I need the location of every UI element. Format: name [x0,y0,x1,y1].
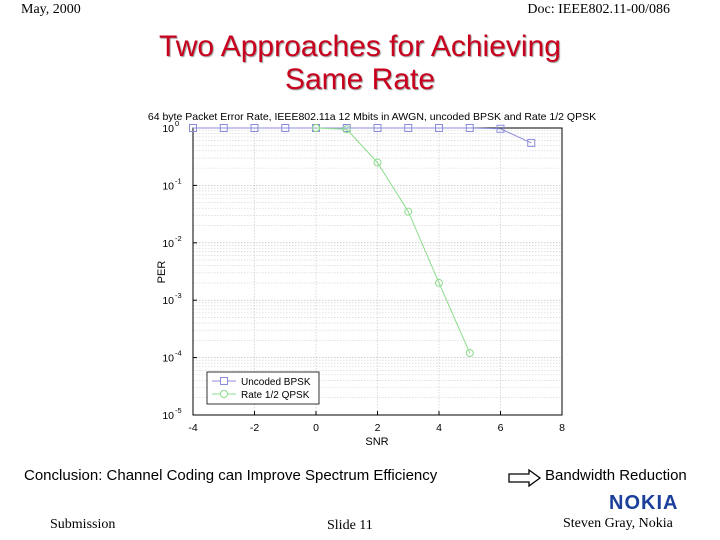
data-point [342,125,351,134]
chart-legend: Uncoded BPSK Rate 1/2 QPSK [206,371,320,405]
x-axis-ticks: -4 -2 0 2 4 6 8 [188,411,565,434]
data-point [250,124,259,132]
nokia-logo: NOKIA [609,492,679,514]
data-point [281,124,290,132]
y-tick-exponent: -1 [175,176,182,185]
x-tick-label: 4 [436,422,442,434]
footer-author: Steven Gray, Nokia [563,516,673,531]
data-point [527,138,536,147]
data-point [404,207,413,216]
y-tick-label: 10 [162,180,174,192]
y-tick-label: 10 [162,238,174,250]
series-line [193,127,532,144]
x-tick-label: -4 [188,422,197,434]
right-arrow-icon [508,468,542,488]
data-point [189,124,197,132]
chart-title: 64 byte Packet Error Rate, IEEE802.11a 1… [148,111,596,123]
y-tick-exponent: -4 [175,349,182,358]
data-point [496,124,505,133]
header-date: May, 2000 [21,2,81,17]
title-line-1: Two Approaches for Achieving [159,30,561,63]
footer-slide-number: Slide 11 [327,518,373,533]
data-point [435,124,443,132]
y-tick-exponent: -5 [175,406,182,415]
conclusion-result: Bandwidth Reduction [545,467,687,484]
data-point [373,124,382,132]
data-point [312,124,320,132]
legend-label: Uncoded BPSK [241,377,311,388]
title-line-2: Same Rate [284,63,436,96]
y-tick-label: 10 [162,410,174,422]
data-point [373,158,382,167]
x-tick-label: 6 [498,422,504,434]
header-doc-id: Doc: IEEE802.11-00/086 [527,2,670,17]
conclusion-text: Conclusion: Channel Coding can Improve S… [24,467,438,484]
per-chart: 64 byte Packet Error Rate, IEEE802.11a 1… [148,111,596,448]
series-line [315,127,471,354]
x-tick-label: -2 [250,422,259,434]
y-tick-label: 10 [162,295,174,307]
data-point [465,124,474,132]
x-tick-label: 8 [559,422,565,434]
legend-marker [220,390,228,398]
data-point [465,349,474,358]
legend-marker [220,377,228,385]
y-tick-exponent: -3 [175,291,182,300]
legend-label: Rate 1/2 QPSK [241,390,310,401]
footer-submission: Submission [50,517,116,532]
data-point [404,124,413,132]
y-tick-exponent: -2 [175,234,182,243]
x-axis-label: SNR [365,436,388,448]
data-point [435,278,443,287]
y-axis-label: PER [156,261,168,284]
data-point [219,124,228,132]
chart-series [189,124,536,358]
y-tick-label: 10 [162,123,174,135]
y-tick-exponent: 0 [175,119,179,128]
x-tick-label: 2 [375,422,381,434]
slide-title: Two Approaches for Achieving Same Rate [80,30,640,96]
y-tick-label: 10 [162,353,174,365]
x-tick-label: 0 [313,422,319,434]
